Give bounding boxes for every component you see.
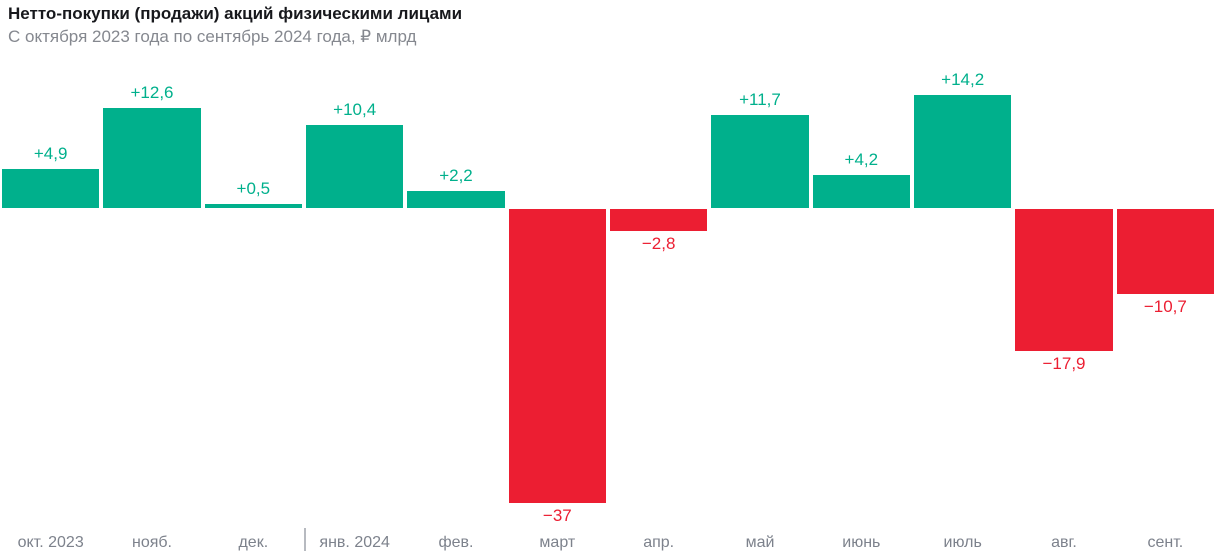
x-axis-label-dec: дек.	[238, 534, 269, 551]
value-label-aug: −17,9	[1042, 354, 1086, 374]
chart-title: Нетто-покупки (продажи) акций физическим…	[8, 4, 463, 23]
value-label-oct-2023: +4,9	[33, 144, 68, 164]
year-divider	[304, 528, 306, 551]
x-axis-label-apr: апр.	[643, 534, 675, 551]
bar-apr	[610, 209, 708, 232]
bar-sep	[1116, 209, 1214, 294]
x-axis-label-feb: фев.	[438, 534, 474, 551]
bar-feb	[407, 190, 505, 208]
x-axis-label-aug: авг.	[1051, 534, 1077, 551]
value-label-mar: −37	[542, 505, 572, 525]
chart-header: Нетто-покупки (продажи) акций физическим…	[8, 3, 462, 47]
x-axis-label-nov: нояб.	[131, 534, 172, 551]
bar-oct-2023	[2, 169, 100, 208]
bar-mar	[508, 209, 606, 503]
value-label-sep: −10,7	[1143, 296, 1187, 316]
x-axis-label-jun: июнь	[842, 534, 881, 551]
bar-nov	[103, 107, 201, 208]
x-axis-label-sep: сент.	[1147, 534, 1184, 551]
bar-may	[711, 115, 809, 208]
x-axis-label-mar: март	[539, 534, 576, 551]
bar-aug	[1015, 209, 1113, 352]
value-label-nov: +12,6	[130, 82, 174, 102]
value-label-apr: −2,8	[641, 234, 676, 254]
value-label-feb: +2,2	[439, 165, 473, 185]
value-label-may: +11,7	[739, 90, 781, 110]
value-label-dec: +0,5	[236, 179, 271, 199]
x-axis-label-jan-2024: янв. 2024	[319, 534, 390, 551]
bar-jun	[812, 174, 910, 208]
chart-subtitle: С октября 2023 года по сентябрь 2024 год…	[8, 27, 417, 46]
value-label-jun: +4,2	[844, 149, 879, 169]
bar-jul	[914, 95, 1012, 208]
bar-dec	[204, 204, 302, 208]
value-label-jan-2024: +10,4	[333, 100, 377, 120]
x-axis-label-jul: июль	[943, 534, 982, 551]
value-label-jul: +14,2	[941, 70, 985, 90]
x-axis-label-may: май	[745, 534, 775, 551]
x-axis-label-oct-2023: окт. 2023	[17, 534, 84, 551]
bar-jan-2024	[306, 125, 404, 208]
